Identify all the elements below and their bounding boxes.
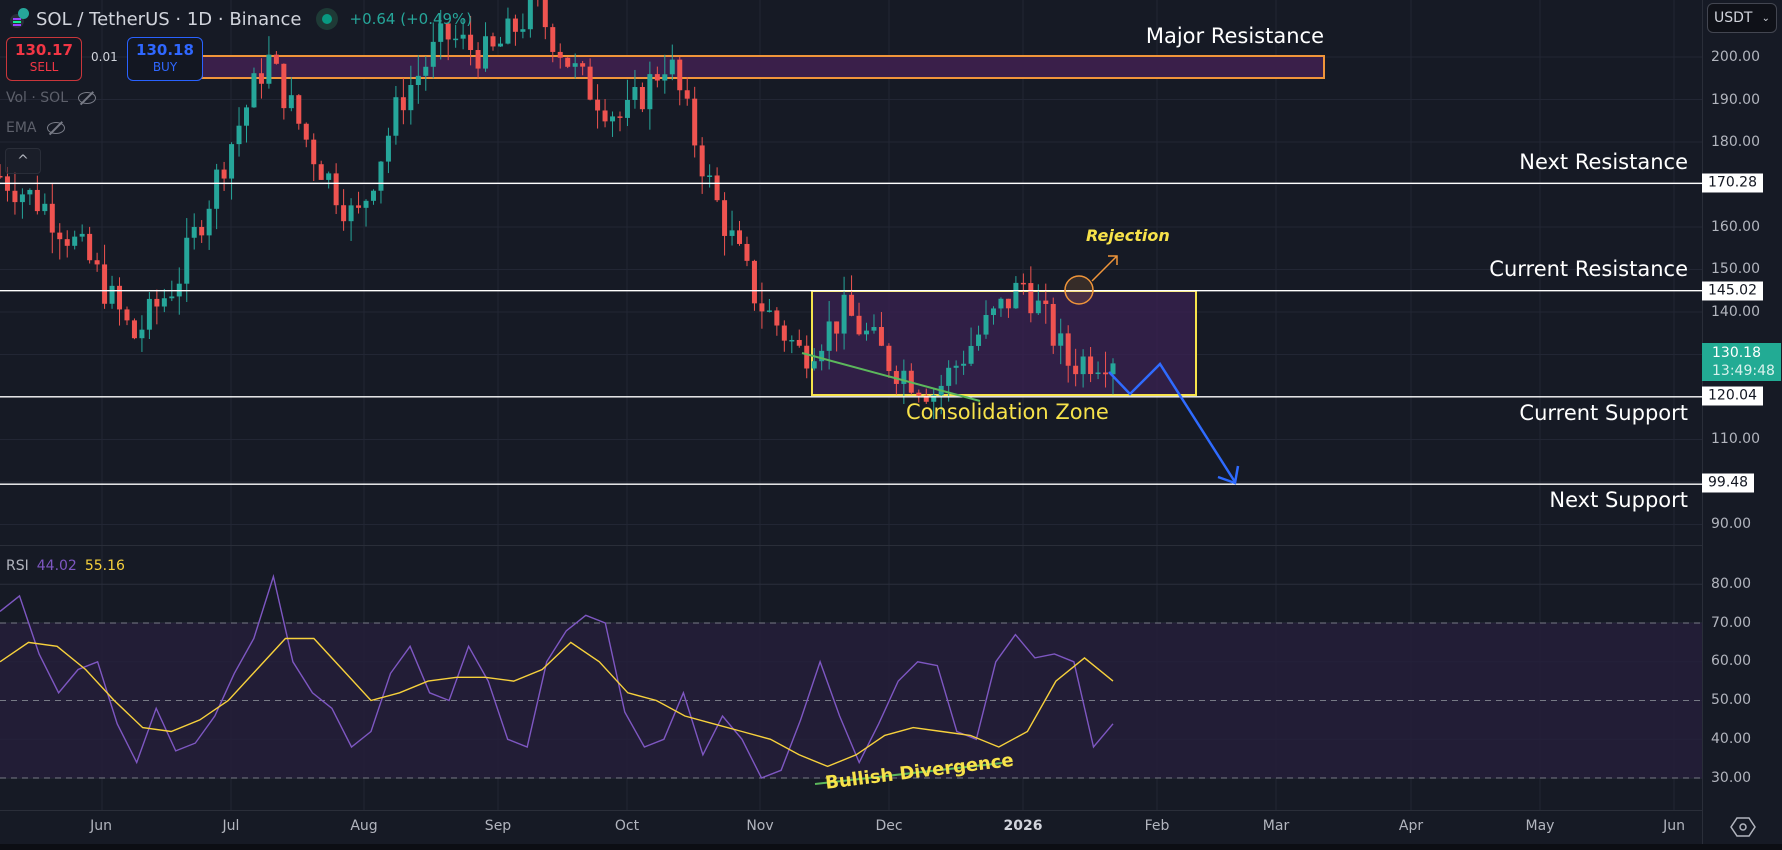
projection-arrowhead (1217, 465, 1240, 485)
rsi-legend[interactable]: RSI 44.02 55.16 (6, 558, 125, 574)
time-label: Nov (746, 818, 774, 834)
time-label: Dec (875, 818, 903, 834)
price-tick: 190.00 (1711, 92, 1760, 108)
settings-icon[interactable] (1730, 815, 1756, 839)
sell-price: 130.17 (15, 41, 73, 59)
eye-off-icon[interactable] (46, 121, 65, 135)
buy-price: 130.18 (136, 41, 194, 59)
currency-value: USDT (1714, 10, 1753, 26)
next-support-label: Next Support (1549, 488, 1688, 512)
time-label: May (1525, 818, 1555, 834)
rsi-tick: 80.00 (1711, 576, 1752, 592)
indicator-ema[interactable]: EMA (6, 120, 65, 136)
price-change: +0.64 (+0.49%) (349, 10, 473, 28)
symbol-legend[interactable]: SOL / TetherUS · 1D · Binance +0.64 (+0.… (8, 5, 472, 33)
time-label-year: 2026 (1003, 818, 1043, 834)
indicator-volume[interactable]: Vol · SOL (6, 90, 97, 106)
price-candles (0, 0, 1116, 420)
time-label: Mar (1262, 818, 1290, 834)
rsi-ma-line (0, 637, 1114, 768)
rejection-label: Rejection (1086, 226, 1170, 245)
buy-label: BUY (152, 60, 178, 74)
major-resistance-zone (201, 55, 1325, 79)
bottom-strip (0, 844, 1782, 850)
price-tick: 140.00 (1711, 304, 1760, 320)
level-price-label: 99.48 (1702, 473, 1755, 493)
current-resistance-label: Current Resistance (1489, 257, 1688, 281)
sell-label: SELL (29, 60, 59, 74)
current-price: 130.18 (1712, 345, 1761, 361)
price-tick: 110.00 (1711, 431, 1760, 447)
next-resistance-label: Next Resistance (1519, 150, 1688, 174)
market-open-icon (315, 8, 338, 30)
indicator-ema-label: EMA (6, 120, 37, 136)
time-label: Oct (614, 818, 640, 834)
rejection-circle (1064, 275, 1094, 305)
price-tick: 90.00 (1711, 516, 1752, 532)
current-support-label: Current Support (1519, 401, 1688, 425)
indicator-volume-label: Vol · SOL (6, 90, 69, 106)
level-price-label: 145.02 (1702, 281, 1763, 301)
rsi-divergence-line (814, 762, 1003, 785)
price-axis[interactable] (1702, 0, 1782, 844)
rsi-band-lines (0, 622, 1702, 779)
time-label: Jul (222, 818, 240, 834)
projection-path (1108, 362, 1237, 483)
current-price-label: 130.18 13:49:48 (1702, 343, 1781, 381)
price-trendline (801, 352, 981, 402)
sell-button[interactable]: 130.17 SELL (6, 37, 82, 81)
consolidation-zone-label: Consolidation Zone (906, 400, 1109, 424)
symbol-title[interactable]: SOL / TetherUS · 1D · Binance (36, 8, 302, 30)
rsi-legend-name: RSI (6, 558, 29, 574)
time-label: Feb (1144, 818, 1170, 834)
rsi-tick: 60.00 (1711, 653, 1752, 669)
consolidation-zone (811, 290, 1197, 396)
time-label: Apr (1398, 818, 1424, 834)
level-price-label: 120.04 (1702, 386, 1763, 406)
currency-selector[interactable]: USDT ⌄ (1707, 3, 1777, 33)
rsi-line (0, 573, 1114, 779)
pane-divider (0, 545, 1702, 546)
price-tick: 180.00 (1711, 134, 1760, 150)
sol-logo-icon (8, 8, 30, 30)
collapse-legend-button[interactable]: ^ (5, 148, 41, 174)
rsi-tick: 70.00 (1711, 615, 1752, 631)
buy-button[interactable]: 130.18 BUY (127, 37, 203, 81)
rejection-arrowhead (1108, 255, 1118, 265)
rejection-arrow (1091, 255, 1118, 282)
rsi-value: 44.02 (36, 558, 77, 574)
price-tick: 150.00 (1711, 261, 1760, 277)
spread: 0.01 (91, 50, 118, 64)
rsi-tick: 50.00 (1711, 692, 1752, 708)
time-label: Aug (350, 818, 378, 834)
time-axis[interactable] (0, 810, 1702, 845)
price-tick: 160.00 (1711, 219, 1760, 235)
bar-countdown: 13:49:48 (1712, 363, 1775, 379)
major-resistance-label: Major Resistance (1145, 24, 1324, 48)
price-tick: 200.00 (1711, 49, 1760, 65)
rsi-tick: 30.00 (1711, 770, 1752, 786)
level-price-label: 170.28 (1702, 173, 1763, 193)
time-label: Jun (90, 818, 112, 834)
time-label: Jun (1663, 818, 1685, 834)
chevron-down-icon: ⌄ (1761, 12, 1770, 24)
support-resistance-lines (0, 182, 1702, 485)
chevron-up-icon: ^ (17, 153, 29, 169)
eye-off-icon[interactable] (78, 91, 97, 105)
rsi-tick: 40.00 (1711, 731, 1752, 747)
time-label: Sep (484, 818, 512, 834)
rsi-ma-value: 55.16 (84, 558, 125, 574)
